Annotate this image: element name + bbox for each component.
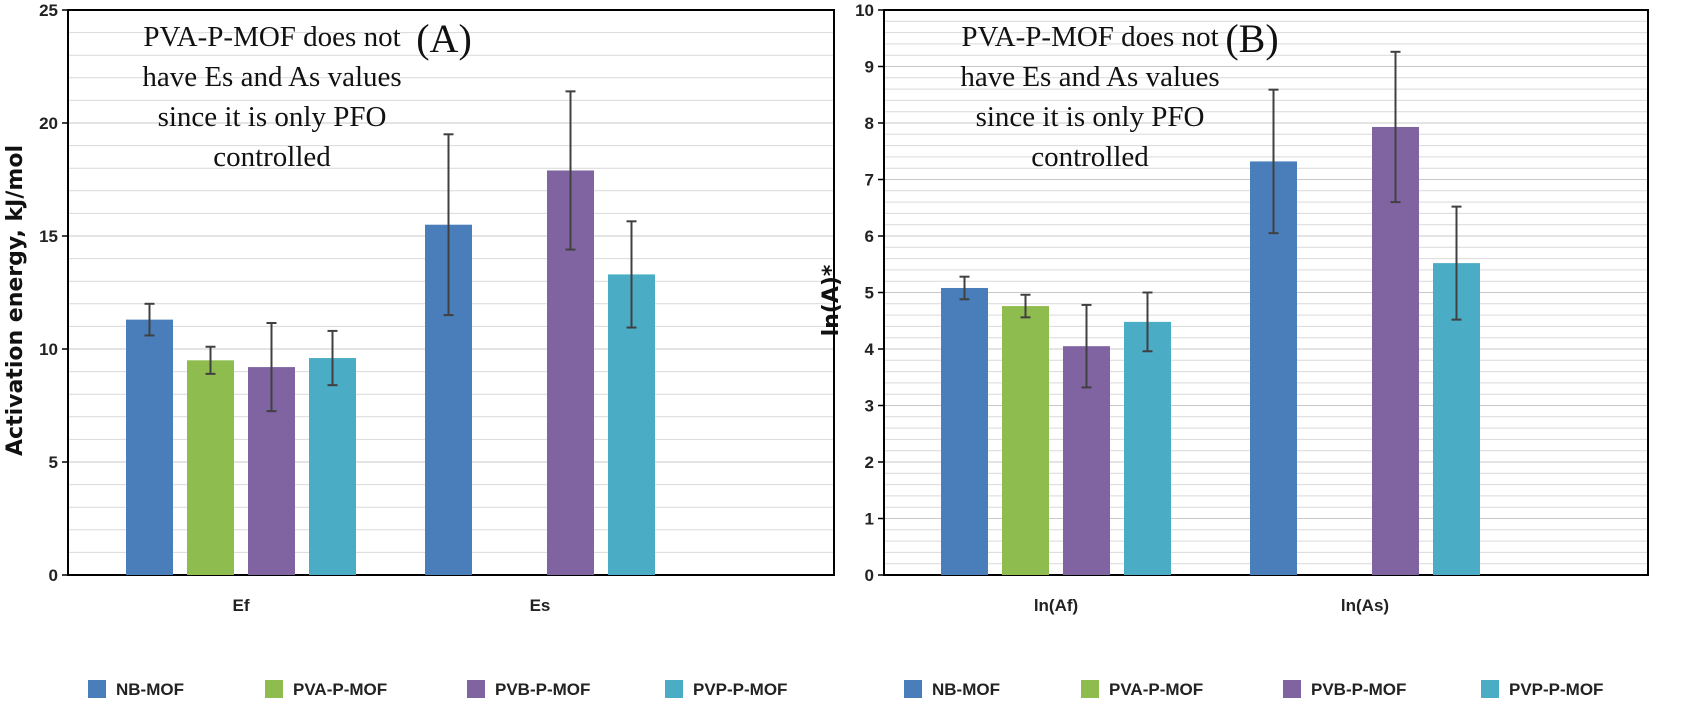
legend-swatch	[1283, 680, 1301, 698]
annotation-line: have Es and As values	[142, 61, 401, 93]
bar-pva-p-mof-lnaf	[1002, 306, 1049, 575]
legend-swatch	[1481, 680, 1499, 698]
legend-swatch	[665, 680, 683, 698]
y-tick-label: 1	[865, 510, 874, 529]
panel-label: (A)	[416, 16, 472, 61]
legend-label: PVP-P-MOF	[1509, 680, 1603, 699]
y-tick-label: 7	[865, 171, 874, 190]
y-tick-label: 10	[855, 1, 874, 20]
annotation-line: controlled	[1031, 141, 1149, 173]
legend-label: NB-MOF	[932, 680, 1000, 699]
y-axis-label: ln(A)*	[819, 264, 844, 336]
y-tick-label: 0	[865, 566, 874, 585]
annotation-line: controlled	[213, 141, 331, 173]
legend-label: NB-MOF	[116, 680, 184, 699]
y-tick-label: 5	[49, 453, 58, 472]
y-tick-label: 9	[865, 58, 874, 77]
y-tick-label: 0	[49, 566, 58, 585]
y-axis-label: Activation energy, kJ/mol	[3, 145, 28, 456]
x-category-label: Es	[530, 596, 551, 615]
legend-label: PVA-P-MOF	[293, 680, 387, 699]
annotation-line: have Es and As values	[960, 61, 1219, 93]
bar-pvp-p-mof-ef	[309, 358, 356, 575]
x-category-label: Ef	[233, 596, 250, 615]
y-tick-label: 5	[865, 284, 874, 303]
y-tick-label: 25	[39, 1, 58, 20]
panel-label: (B)	[1225, 16, 1278, 61]
legend-swatch	[265, 680, 283, 698]
y-tick-label: 3	[865, 397, 874, 416]
chart-b: 0 1 2 3 4 5 6 7 8 9 10 ln(A)* ln(Af) ln(As) PVA-P-MOF …	[819, 1, 1649, 699]
legend: NB-MOF PVA-P-MOF PVB-P-MOF PVP-P-MOF	[904, 680, 1603, 699]
y-tick-label: 2	[865, 453, 874, 472]
legend: NB-MOF PVA-P-MOF PVB-P-MOF PVP-P-MOF	[88, 680, 787, 699]
legend-label: PVB-P-MOF	[1311, 680, 1406, 699]
y-tick-label: 20	[39, 114, 58, 133]
legend-swatch	[467, 680, 485, 698]
y-tick-label: 8	[865, 114, 874, 133]
y-tick-label: 15	[39, 227, 58, 246]
bar-nb-mof-lnaf	[941, 287, 988, 575]
bar-nb-mof-ef	[126, 319, 173, 575]
annotation-line: PVA-P-MOF does not	[961, 21, 1218, 53]
y-tick-label: 6	[865, 227, 874, 246]
annotation-line: since it is only PFO	[158, 101, 387, 133]
legend-swatch	[904, 680, 922, 698]
legend-swatch	[88, 680, 106, 698]
annotation-line: since it is only PFO	[976, 101, 1205, 133]
bar-pva-p-mof-ef	[187, 360, 234, 575]
y-tick-label: 4	[865, 340, 875, 359]
y-tick-label: 10	[39, 340, 58, 359]
legend-label: PVP-P-MOF	[693, 680, 787, 699]
annotation-line: PVA-P-MOF does not	[143, 21, 400, 53]
x-category-label: ln(As)	[1341, 596, 1389, 615]
chart-a: 0 5 10 15 20 25 Activation energy, kJ/mol Ef Es P…	[3, 1, 835, 699]
x-category-label: ln(Af)	[1034, 596, 1078, 615]
legend-swatch	[1081, 680, 1099, 698]
legend-label: PVB-P-MOF	[495, 680, 590, 699]
bar-pvp-p-mof-lnaf	[1124, 321, 1171, 575]
legend-label: PVA-P-MOF	[1109, 680, 1203, 699]
